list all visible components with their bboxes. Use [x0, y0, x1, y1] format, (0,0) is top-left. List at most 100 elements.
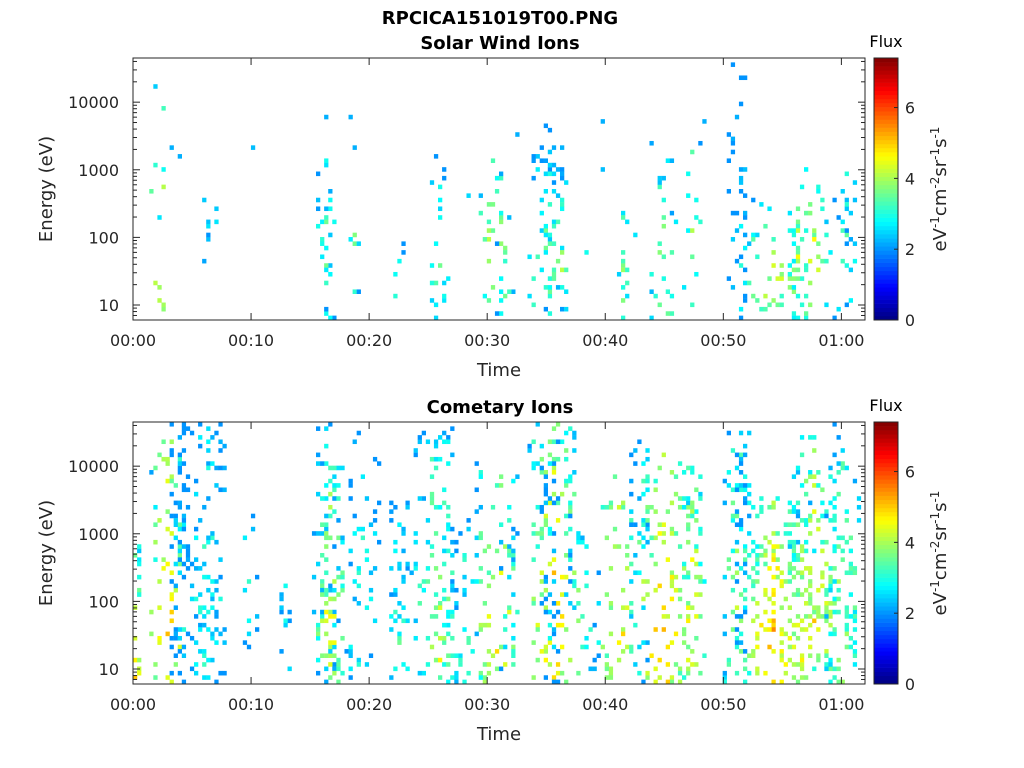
heatmap-cell: [499, 210, 504, 216]
heatmap-cell: [564, 267, 569, 273]
heatmap-cell: [751, 566, 756, 571]
heatmap-cell: [832, 631, 837, 637]
heatmap-cell: [413, 452, 418, 458]
heatmap-cell: [759, 202, 764, 207]
heatmap-cell: [824, 509, 829, 514]
heatmap-cell: [738, 522, 744, 527]
heatmap-cell: [499, 171, 504, 177]
heatmap-cell: [555, 679, 561, 685]
heatmap-cell: [694, 592, 699, 597]
heatmap-cell: [218, 422, 223, 427]
heatmap-cell: [645, 448, 650, 453]
heatmap-cell: [486, 662, 492, 667]
heatmap-cell: [206, 223, 211, 229]
heatmap-cell: [588, 666, 593, 672]
heatmap-cell: [661, 627, 666, 632]
heatmap-cell: [779, 271, 784, 277]
heatmap-cell: [734, 487, 740, 493]
heatmap-cell: [214, 483, 219, 488]
heatmap-cell: [438, 635, 443, 641]
heatmap-cell: [413, 618, 418, 624]
heatmap-cell: [157, 298, 162, 303]
heatmap-cell: [657, 522, 662, 527]
heatmap-cell: [222, 487, 227, 493]
heatmap-cell: [584, 635, 589, 641]
heatmap-cell: [852, 614, 858, 619]
heatmap-cell: [401, 618, 406, 624]
heatmap-cell: [555, 422, 561, 427]
heatmap-cell: [661, 522, 666, 527]
heatmap-cell: [173, 535, 178, 541]
heatmap-cell: [250, 145, 256, 150]
heatmap-cell: [734, 670, 740, 676]
heatmap-cell: [486, 614, 492, 619]
heatmap-cell: [137, 592, 142, 597]
heatmap-cell: [490, 653, 496, 658]
heatmap-cell: [332, 666, 337, 672]
heatmap-cell: [336, 592, 341, 597]
heatmap-cell: [316, 171, 321, 177]
heatmap-cell: [417, 583, 422, 589]
heatmap-cell: [669, 640, 675, 645]
heatmap-cell: [856, 518, 862, 523]
heatmap-cell: [336, 535, 341, 541]
heatmap-cell: [645, 518, 650, 523]
panel-cometary: Cometary Ions 00:00 00:10 00:20 00:30 00:40 0…: [36, 396, 951, 745]
heatmap-cell: [641, 544, 646, 549]
heatmap-cell: [543, 596, 548, 602]
heatmap-cell: [580, 644, 585, 650]
heatmap-cell: [543, 500, 548, 506]
heatmap-cell: [791, 509, 797, 514]
heatmap-cell: [673, 219, 679, 225]
heatmap-cell: [499, 539, 504, 545]
heatmap-cell: [641, 596, 646, 602]
heatmap-cell: [153, 539, 158, 545]
heatmap-cell: [206, 539, 211, 545]
heatmap-cell: [478, 531, 483, 536]
heatmap-cell: [564, 448, 569, 453]
heatmap-cell: [531, 175, 536, 181]
colorbar-segment: [874, 458, 898, 464]
heatmap-cell: [608, 605, 614, 610]
colorbar-segment: [874, 119, 898, 124]
x-tick-label: 00:50: [700, 695, 746, 714]
heatmap-cell: [726, 557, 731, 562]
heatmap-cell: [161, 557, 166, 562]
heatmap-cell: [702, 579, 707, 584]
heatmap-cell: [832, 422, 837, 427]
heatmap-cell: [657, 175, 662, 181]
heatmap-cell: [824, 609, 829, 615]
heatmap-cell: [214, 579, 219, 584]
heatmap-cell: [328, 197, 333, 203]
colorbar-segment: [874, 553, 898, 558]
heatmap-cell: [494, 311, 500, 316]
heatmap-cell: [486, 570, 492, 576]
heatmap-cell: [596, 601, 601, 606]
heatmap-cell: [572, 579, 577, 584]
heatmap-cell: [324, 267, 329, 273]
heatmap-cell: [812, 666, 817, 672]
heatmap-cell: [446, 622, 451, 628]
heatmap-cell: [429, 491, 435, 497]
heatmap-cell: [564, 483, 569, 488]
heatmap-cell: [177, 522, 182, 527]
heatmap-cell: [531, 531, 536, 536]
heatmap-cell: [787, 561, 792, 567]
heatmap-cell: [169, 452, 174, 458]
heatmap-cell: [527, 443, 532, 449]
colorbar-segment: [874, 532, 898, 537]
heatmap-cell: [547, 452, 553, 458]
colorbar-segment: [874, 524, 898, 529]
heatmap-cell: [616, 271, 622, 277]
heatmap-cell: [547, 149, 553, 155]
heatmap-cell: [832, 526, 837, 532]
x-axis-label: Time: [476, 724, 521, 745]
heatmap-cell: [824, 592, 829, 597]
heatmap-cell: [202, 649, 207, 654]
heatmap-cell: [503, 544, 508, 549]
heatmap-cell: [352, 531, 357, 536]
heatmap-cell: [795, 254, 801, 260]
heatmap-cell: [324, 306, 329, 312]
heatmap-cell: [543, 232, 548, 238]
